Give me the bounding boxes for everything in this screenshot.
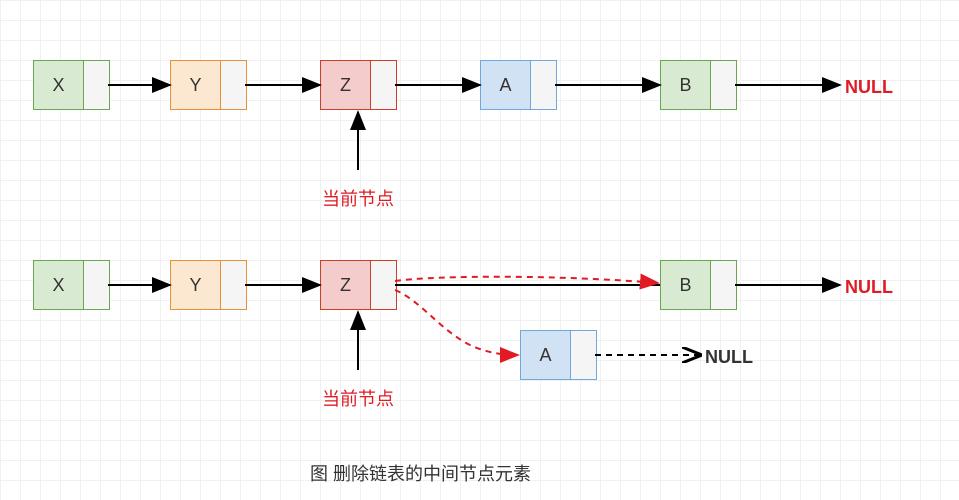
node-ptr xyxy=(84,61,109,109)
figure-caption: 图 删除链表的中间节点元素 xyxy=(310,460,531,486)
arrow-z-a-row2-red xyxy=(395,290,518,355)
current-node-label-row1: 当前节点 xyxy=(322,185,394,211)
node-ptr xyxy=(84,261,109,309)
node-y-row1: Y xyxy=(170,60,247,110)
arrow-z-b-row2-red xyxy=(395,277,658,283)
node-ptr xyxy=(221,61,246,109)
null-label-row2: NULL xyxy=(845,277,893,298)
node-y-row2: Y xyxy=(170,260,247,310)
node-data: A xyxy=(521,331,571,379)
node-ptr xyxy=(371,61,396,109)
node-b-row2: B xyxy=(660,260,737,310)
current-node-label-row2: 当前节点 xyxy=(322,385,394,411)
node-data: B xyxy=(661,261,711,309)
node-ptr xyxy=(531,61,556,109)
node-a-row1: A xyxy=(480,60,557,110)
node-data: Y xyxy=(171,261,221,309)
node-data: X xyxy=(34,261,84,309)
node-data: B xyxy=(661,61,711,109)
node-ptr xyxy=(711,61,736,109)
node-data: A xyxy=(481,61,531,109)
node-ptr xyxy=(371,261,396,309)
node-a-row2-deleted: A xyxy=(520,330,597,380)
node-x-row2: X xyxy=(33,260,110,310)
node-z-row1: Z xyxy=(320,60,397,110)
node-data: X xyxy=(34,61,84,109)
node-data: Z xyxy=(321,61,371,109)
node-ptr xyxy=(711,261,736,309)
node-b-row1: B xyxy=(660,60,737,110)
node-ptr xyxy=(571,331,596,379)
node-ptr xyxy=(221,261,246,309)
node-data: Z xyxy=(321,261,371,309)
null-label-row1: NULL xyxy=(845,77,893,98)
node-data: Y xyxy=(171,61,221,109)
null-label-row2-deleted: NULL xyxy=(705,347,753,368)
node-z-row2: Z xyxy=(320,260,397,310)
node-x-row1: X xyxy=(33,60,110,110)
